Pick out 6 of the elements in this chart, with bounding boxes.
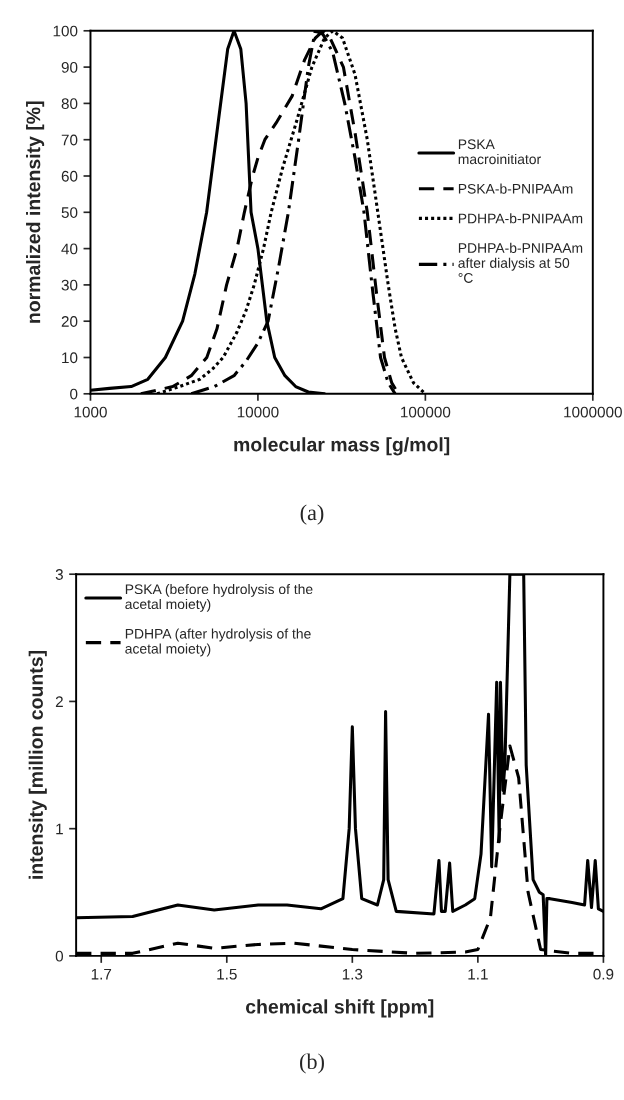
text: (b)	[300, 1053, 324, 1074]
y-axis-title: intensity [million counts]	[28, 651, 47, 879]
y-axis-title: normalized intensity [%]	[26, 101, 45, 323]
x-axis-title: chemical shift [ppm]	[246, 999, 434, 1018]
text: (a)	[300, 504, 324, 525]
x-axis-title: molecular mass [g/mol]	[234, 437, 450, 456]
